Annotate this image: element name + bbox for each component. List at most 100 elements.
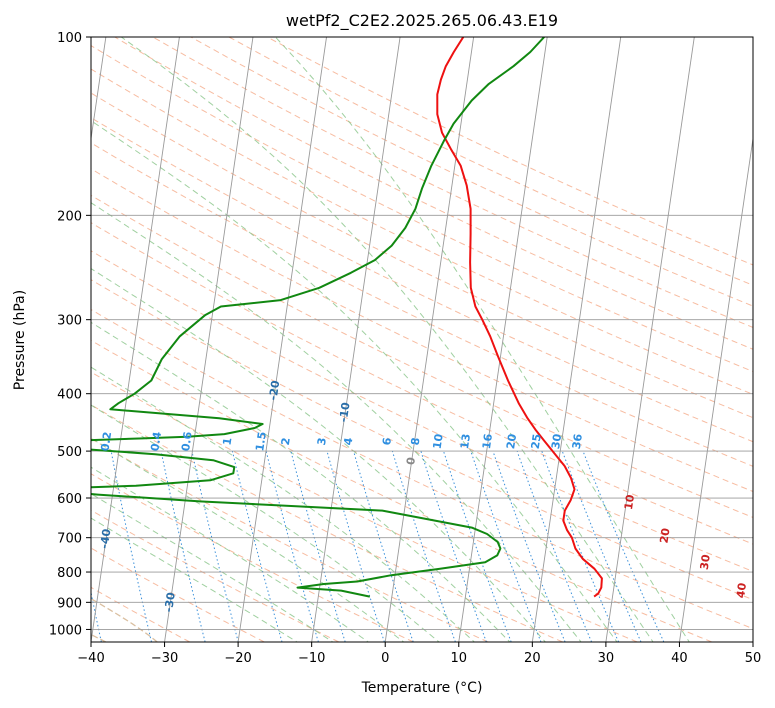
dry-adiabat-line: [91, 194, 753, 518]
y-tick-label: 400: [57, 388, 82, 403]
dry-adiabat-line: [151, 37, 753, 328]
mixing-ratio-line: [541, 450, 620, 642]
dry-adiabat-line: [113, 37, 753, 350]
isotherm-label: -30: [162, 591, 178, 613]
isotherm-label: -10: [337, 401, 353, 423]
dewpoint-line: [91, 37, 545, 598]
moist-adiabat-label: 30: [698, 553, 713, 570]
moist-adiabat-line: [91, 466, 370, 642]
y-tick-label: 500: [57, 445, 82, 460]
y-tick-label: 100: [57, 31, 82, 46]
mixing-ratio-label: 30: [549, 433, 564, 450]
dry-adiabat-line: [91, 168, 753, 493]
mixing-ratio-label: 13: [458, 433, 473, 450]
mixing-ratio-line: [492, 450, 566, 642]
mixing-ratio-label: 16: [480, 433, 495, 450]
x-tick-label: 20: [524, 651, 541, 666]
y-tick-label: 700: [57, 532, 82, 547]
dry-adiabat-line: [91, 279, 753, 601]
y-tick-label: 800: [57, 566, 82, 581]
dry-adiabat-line: [91, 250, 753, 572]
mixing-ratio-line: [561, 450, 642, 642]
y-tick-label: 300: [57, 314, 82, 329]
mixing-ratio-label: 20: [504, 433, 519, 450]
mixing-ratio-label: 0.6: [179, 431, 195, 453]
isotherm-line: [458, 37, 548, 642]
moist-adiabat-line: [91, 366, 476, 642]
isotherm-line: [384, 37, 475, 642]
moist-adiabat-line: [91, 517, 298, 642]
x-axis-label: Temperature (°C): [361, 680, 483, 696]
x-tick-label: 30: [598, 651, 615, 666]
y-tick-label: 1000: [49, 623, 82, 638]
isotherm-line: [678, 135, 753, 642]
mixing-ratio-line: [326, 450, 385, 642]
mixing-ratio-label: 1: [220, 437, 234, 446]
mixing-ratio-line: [420, 450, 487, 642]
dry-adiabat-line: [91, 68, 753, 395]
chart-title: wetPf2_C2E2.2025.265.06.43.E19: [286, 11, 558, 31]
y-axis-label: Pressure (hPa): [12, 290, 28, 390]
mixing-ratio-line: [353, 450, 414, 642]
moist-adiabat-line: [121, 37, 654, 642]
background-lines: [91, 37, 753, 642]
mixing-ratio-line: [231, 450, 283, 642]
mixing-ratio-label: 6: [380, 436, 394, 446]
mixing-ratio-label: 25: [529, 433, 544, 450]
isotherm-label: -40: [98, 528, 114, 550]
mixing-ratio-line: [582, 450, 665, 642]
isotherm-line: [752, 638, 753, 642]
dry-adiabat-line: [91, 404, 563, 642]
mixing-ratio-line: [516, 450, 593, 642]
y-tick-label: 200: [57, 209, 82, 224]
x-tick-label: −20: [224, 651, 251, 666]
dry-adiabat-line: [91, 117, 753, 443]
dry-adiabat-line: [91, 438, 489, 642]
x-tick-label: 0: [381, 651, 389, 666]
dry-adiabat-line: [91, 45, 753, 373]
moist-adiabat-line: [275, 37, 690, 642]
moist-adiabat-line: [91, 437, 405, 642]
dry-adiabat-line: [266, 37, 753, 266]
mixing-ratio-line: [290, 450, 346, 642]
isotherm-label: 0: [404, 456, 418, 466]
mixing-ratio-label: 0.2: [98, 431, 114, 452]
isotherm-line: [164, 37, 254, 642]
mixing-ratio-line: [265, 450, 319, 642]
dry-adiabat-line: [91, 308, 753, 630]
moist-adiabat-label: 40: [734, 582, 749, 599]
x-tick-label: −30: [151, 651, 178, 666]
plot-frame: [90, 36, 754, 643]
dry-adiabat-line: [91, 586, 190, 642]
dry-adiabat-line: [91, 509, 340, 642]
mixing-ratio-label: 1.5: [253, 431, 269, 452]
moist-adiabat-line: [91, 321, 511, 642]
saturation-curve-line: [91, 598, 158, 642]
dry-adiabat-line: [91, 339, 712, 642]
mixing-ratio-label: 0.4: [148, 431, 164, 453]
mixing-ratio-line: [191, 450, 239, 642]
x-tick-label: −10: [298, 651, 325, 666]
mixing-ratio-line: [391, 450, 456, 642]
isotherm-label: -50: [36, 444, 52, 466]
moist-adiabat-line: [91, 404, 440, 642]
isotherm-line: [311, 37, 401, 642]
isotherm-line: [91, 37, 180, 642]
mixing-ratio-line: [443, 450, 512, 642]
x-tick-label: −40: [77, 651, 104, 666]
mixing-ratio-line: [160, 451, 206, 642]
moist-adiabat-label: 20: [657, 527, 672, 544]
isotherm-label: -20: [267, 379, 283, 401]
isotherm-line: [237, 37, 327, 642]
isotherm-line: [91, 37, 107, 142]
dry-adiabat-line: [91, 92, 753, 419]
mixing-ratio-label: 4: [341, 436, 355, 446]
line-labels: -100-90-80-70-60-50-40-30-20-1000.10.20.…: [36, 379, 749, 613]
y-tick-label: 900: [57, 596, 82, 611]
x-tick-label: 40: [671, 651, 688, 666]
mixing-ratio-label: 36: [570, 433, 585, 450]
isotherm-line: [531, 37, 622, 642]
mixing-ratio-line: [110, 451, 152, 642]
dry-adiabat-line: [91, 142, 753, 467]
